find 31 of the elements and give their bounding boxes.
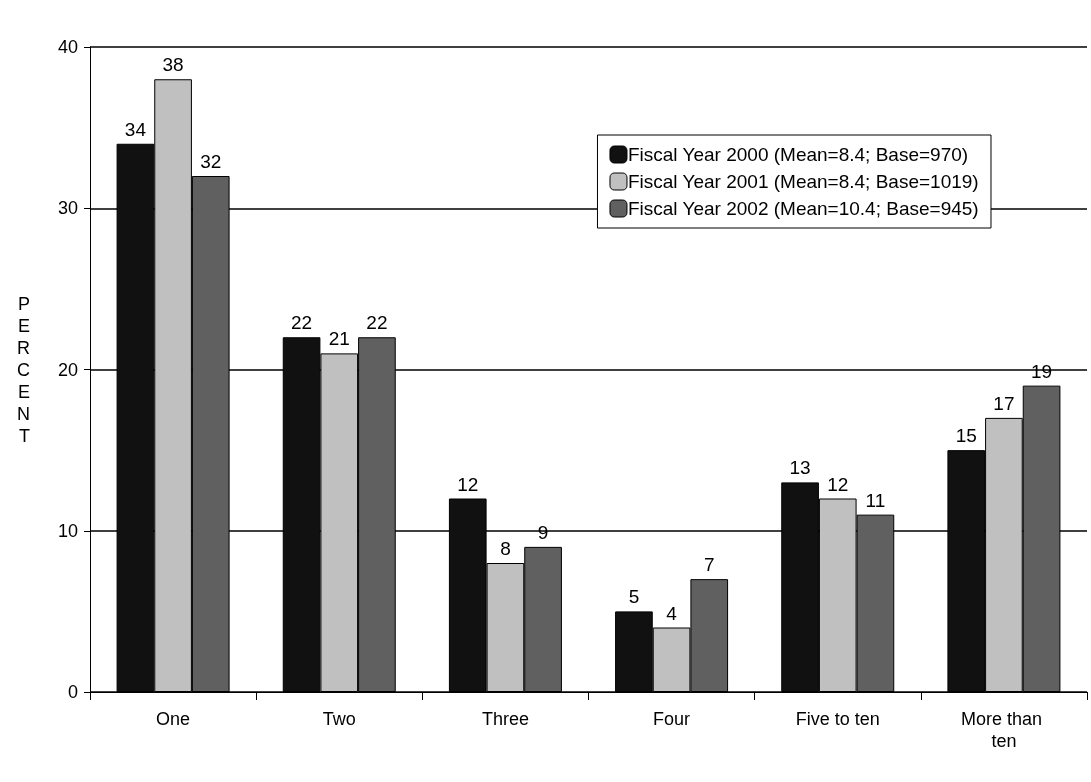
- x-tick-label: Five to ten: [795, 709, 880, 729]
- data-label: 34: [124, 118, 147, 140]
- y-tick-label: 0: [67, 682, 78, 702]
- data-label: 15: [955, 425, 977, 447]
- data-label: 12: [827, 473, 849, 495]
- x-tick-label: One: [156, 709, 191, 729]
- y-axis-title: PERCENT: [17, 293, 30, 446]
- data-label: 12: [457, 473, 479, 495]
- data-label: 5: [628, 586, 640, 608]
- x-tick-label: Two: [322, 709, 356, 729]
- data-label: 21: [328, 328, 350, 350]
- y-tick-label: 10: [57, 520, 78, 541]
- data-label: 22: [366, 312, 388, 334]
- data-label: 11: [865, 489, 886, 511]
- data-label: 17: [993, 392, 1015, 414]
- y-tick-label: 20: [57, 359, 78, 380]
- x-tick-label: Three: [481, 709, 529, 729]
- legend-label: Fiscal Year 2002 (Mean=10.4; Base=945): [627, 198, 979, 219]
- data-label: 13: [789, 457, 811, 479]
- data-label: 32: [200, 151, 222, 172]
- y-tick-label: 40: [57, 37, 78, 57]
- data-label: 38: [162, 54, 184, 76]
- legend-label: Fiscal Year 2001 (Mean=8.4; Base=1019): [627, 171, 979, 192]
- x-tick-label: Four: [653, 709, 691, 729]
- data-label: 7: [703, 554, 715, 576]
- data-label: 8: [500, 538, 511, 559]
- data-label: 22: [291, 312, 313, 334]
- x-tick-label: More than ten: [960, 709, 1047, 751]
- legend-label: Fiscal Year 2000 (Mean=8.4; Base=970): [627, 144, 969, 165]
- data-label: 4: [666, 602, 678, 624]
- y-tick-label: 30: [57, 198, 78, 219]
